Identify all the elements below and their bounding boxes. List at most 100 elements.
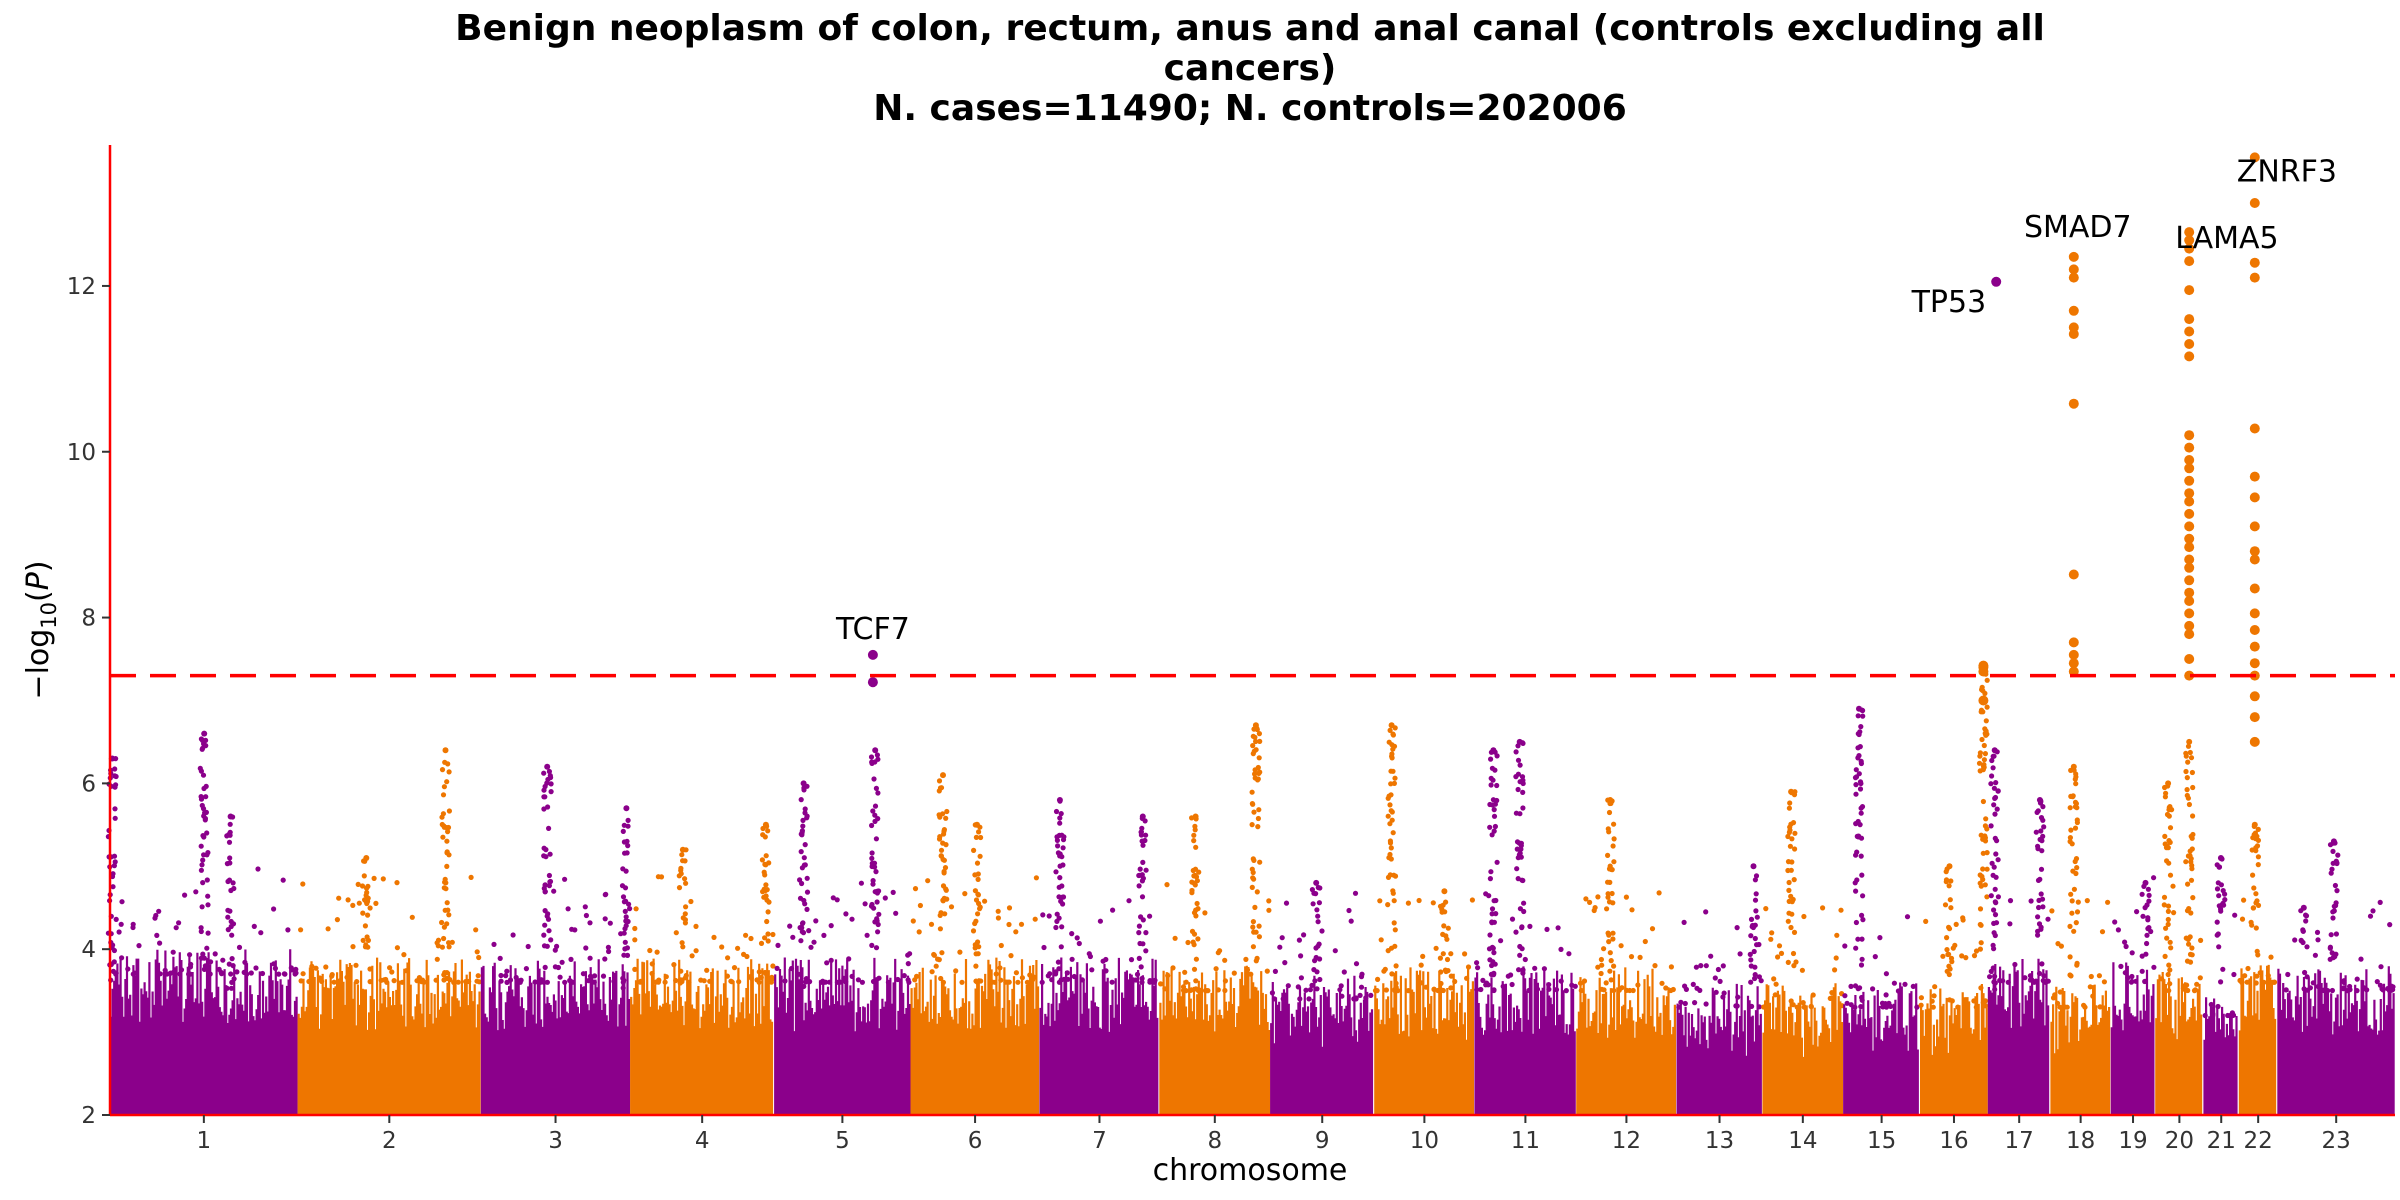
data-point: [912, 977, 918, 983]
data-point: [632, 925, 638, 932]
data-point: [1971, 998, 1977, 1004]
data-point: [334, 917, 340, 923]
peak-point: [444, 850, 450, 856]
chromosome-2-baseline: [297, 957, 481, 1115]
peak-point: [624, 838, 630, 844]
peak-point: [1606, 939, 1612, 945]
peak-point: [2218, 908, 2224, 914]
data-point: [998, 942, 1004, 949]
peak-point: [1387, 872, 1393, 878]
data-point: [693, 948, 699, 954]
data-point: [554, 943, 560, 950]
data-point: [1569, 982, 1575, 988]
peak-point: [875, 790, 881, 796]
data-point: [605, 944, 612, 950]
data-point: [1271, 996, 1277, 1002]
data-point: [1213, 966, 1219, 972]
peak-point: [1747, 951, 1753, 958]
peak-point: [203, 794, 209, 800]
data-point: [2115, 927, 2121, 933]
data-point: [361, 873, 367, 879]
peak-point: [759, 857, 766, 863]
significant-point: [1978, 666, 1989, 677]
data-point: [1061, 976, 1067, 982]
data-point: [1629, 907, 1635, 913]
x-tick-label-chr20: 20: [2165, 1128, 2194, 1154]
gene-label-znrf3: ZNRF3: [2237, 154, 2337, 189]
peak-point: [1517, 811, 1523, 817]
peak-point: [1789, 836, 1795, 842]
data-point: [719, 944, 725, 950]
significant-point: [2068, 305, 2079, 316]
peak-point: [1981, 757, 1987, 763]
peak-point: [2035, 914, 2041, 920]
peak-point: [1491, 807, 1497, 813]
peak-point: [939, 950, 945, 956]
peak-point: [365, 883, 371, 890]
peak-point: [798, 797, 804, 803]
peak-point: [1513, 929, 1519, 935]
peak-point: [2303, 918, 2309, 924]
peak-point: [1489, 832, 1495, 838]
significant-point: [2068, 658, 2079, 669]
data-point: [1910, 983, 1916, 990]
data-point: [2040, 978, 2046, 984]
significant-point: [2249, 152, 2260, 163]
data-point: [565, 906, 571, 912]
peak-point: [972, 872, 978, 878]
peak-point: [1753, 891, 1759, 897]
peak-point: [1607, 950, 1613, 956]
peak-point: [679, 852, 685, 858]
data-point: [2159, 976, 2165, 982]
peak-point: [1249, 822, 1255, 828]
peak-point: [870, 808, 876, 814]
peak-point: [1520, 805, 1526, 811]
data-point: [704, 967, 710, 973]
data-point: [1430, 900, 1436, 906]
peak-point: [2142, 978, 2148, 984]
peak-point: [801, 983, 807, 990]
peak-point: [1992, 886, 1998, 892]
peak-point: [1752, 877, 1758, 883]
peak-point: [1520, 968, 1526, 974]
data-point: [2374, 979, 2380, 985]
data-point: [1250, 919, 1256, 925]
data-point: [2210, 1011, 2216, 1017]
peak-point: [2215, 880, 2221, 886]
peak-top-point: [2217, 855, 2224, 861]
data-point: [775, 942, 781, 949]
data-point: [1838, 907, 1844, 913]
peak-point: [2038, 866, 2045, 872]
data-point: [933, 963, 939, 969]
data-point: [1583, 896, 1589, 902]
data-point: [928, 921, 935, 927]
data-point: [2378, 964, 2384, 970]
peak-point: [1193, 907, 1199, 913]
peak-point: [940, 898, 946, 904]
significant-point: [2249, 198, 2260, 208]
significant-point: [2249, 554, 2260, 565]
peak-point: [1978, 985, 1984, 991]
peak-point: [2220, 966, 2226, 972]
peak-point: [1983, 718, 1989, 724]
data-point: [591, 979, 597, 985]
chromosome-21-baseline: [2203, 997, 2238, 1115]
peak-point: [1057, 875, 1063, 881]
peak-point: [1948, 878, 1954, 884]
data-point: [1500, 983, 1506, 990]
x-tick-label-chr18: 18: [2066, 1128, 2095, 1154]
data-point: [1553, 987, 1560, 993]
data-point: [1860, 917, 1866, 923]
peak-point: [869, 850, 875, 856]
peak-point: [623, 923, 629, 929]
data-point: [1624, 987, 1630, 994]
peak-point: [1857, 729, 1863, 735]
peak-point: [439, 814, 445, 820]
peak-point: [804, 906, 810, 913]
peak-point: [2038, 924, 2044, 930]
peak-point: [1859, 956, 1865, 962]
peak-point: [872, 759, 878, 765]
data-point: [285, 927, 291, 933]
data-point: [653, 979, 659, 985]
significant-point: [2184, 562, 2195, 573]
